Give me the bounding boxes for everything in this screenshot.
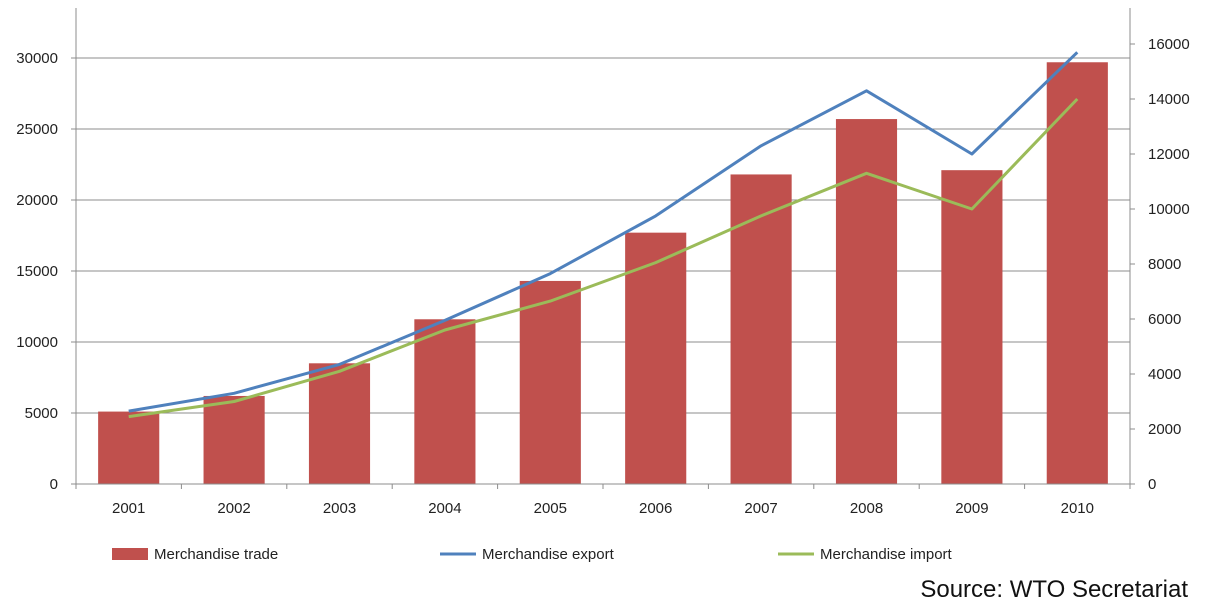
x-tick-label: 2005 [534, 500, 567, 517]
bar-trade [941, 170, 1002, 484]
legend: Merchandise trade Merchandise export Merch… [112, 546, 953, 563]
y-right-tick-label: 2000 [1148, 421, 1181, 438]
x-tick-label: 2002 [217, 500, 250, 517]
y-axis-right-ticks: 0 2000 4000 6000 8000 10000 12000 14000 16000 [1148, 36, 1190, 493]
legend-swatch-merchandise-trade [112, 548, 148, 560]
y-left-tick-label: 20000 [16, 192, 58, 209]
x-tick-label: 2008 [850, 500, 883, 517]
y-left-tick-label: 0 [50, 476, 58, 493]
line-merchandise-import [129, 99, 1078, 417]
bar-trade [309, 363, 370, 484]
x-tick-label: 2004 [428, 500, 461, 517]
bar-trade [520, 281, 581, 484]
y-right-tick-label: 16000 [1148, 36, 1190, 53]
x-tick-label: 2009 [955, 500, 988, 517]
bar-trade [414, 319, 475, 484]
y-left-tick-label: 25000 [16, 121, 58, 138]
y-right-tick-label: 12000 [1148, 146, 1190, 163]
x-tick-label: 2006 [639, 500, 672, 517]
x-tick-label: 2007 [744, 500, 777, 517]
source-note: Source: WTO Secretariat [920, 576, 1188, 603]
y-left-tick-label: 15000 [16, 263, 58, 280]
bar-trade [98, 412, 159, 484]
legend-label-merchandise-export: Merchandise export [482, 546, 615, 563]
legend-label-merchandise-trade: Merchandise trade [154, 546, 278, 563]
line-merchandise-export [129, 52, 1078, 411]
x-tick-label: 2001 [112, 500, 145, 517]
y-right-tick-label: 4000 [1148, 366, 1181, 383]
x-axis-ticks: 2001 2002 2003 2004 2005 2006 2007 2008 2009 2010 [112, 500, 1094, 517]
y-right-tick-label: 14000 [1148, 91, 1190, 108]
y-right-tick-label: 6000 [1148, 311, 1181, 328]
y-left-tick-label: 10000 [16, 334, 58, 351]
y-left-tick-label: 30000 [16, 50, 58, 67]
y-axis-left-ticks: 0 5000 10000 15000 20000 25000 30000 [16, 50, 58, 493]
y-right-tick-label: 8000 [1148, 256, 1181, 273]
series-lines [129, 52, 1078, 416]
bar-trade [731, 174, 792, 484]
x-tick-label: 2010 [1061, 500, 1094, 517]
bars-trade [98, 62, 1108, 484]
x-tick-label: 2003 [323, 500, 356, 517]
bar-trade [1047, 62, 1108, 484]
bar-trade [204, 396, 265, 484]
y-right-tick-label: 0 [1148, 476, 1156, 493]
y-left-tick-label: 5000 [25, 405, 58, 422]
y-right-tick-label: 10000 [1148, 201, 1190, 218]
legend-label-merchandise-import: Merchandise import [820, 546, 953, 563]
